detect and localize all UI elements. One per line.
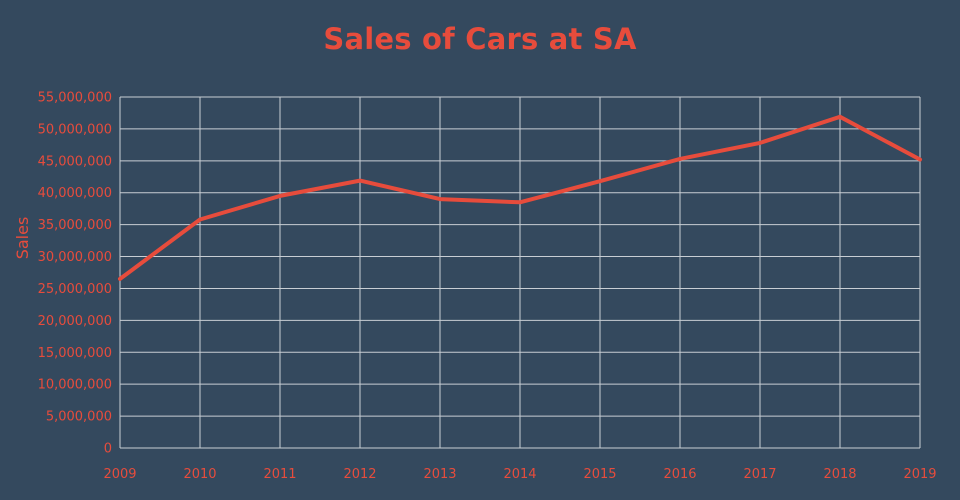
x-tick-label: 2018 — [823, 467, 856, 482]
x-tick-label: 2011 — [263, 467, 296, 482]
x-tick-label: 2009 — [103, 467, 136, 482]
y-axis-label: Sales — [13, 217, 32, 260]
y-axis-tick-labels: 0 5,000,000 10,000,000 15,000,000 20,000,000… — [38, 91, 112, 457]
y-tick-label: 10,000,000 — [38, 378, 112, 393]
y-tick-label: 35,000,000 — [38, 218, 112, 233]
grid-lines — [119, 96, 921, 449]
y-tick-label: 55,000,000 — [38, 91, 112, 106]
y-tick-label: 30,000,000 — [38, 250, 112, 265]
x-tick-label: 2013 — [423, 467, 456, 482]
x-tick-label: 2010 — [183, 467, 216, 482]
x-axis-tick-labels: 2009 2010 2011 2012 2013 2014 2015 2016 2017 2018… — [103, 467, 936, 482]
x-tick-label: 2015 — [583, 467, 616, 482]
y-tick-label: 20,000,000 — [38, 314, 112, 329]
chart-title: Sales of Cars at SA — [323, 22, 637, 56]
x-tick-label: 2014 — [503, 467, 536, 482]
y-tick-label: 25,000,000 — [38, 282, 112, 297]
x-tick-label: 2017 — [743, 467, 776, 482]
y-tick-label: 0 — [104, 442, 112, 457]
x-tick-label: 2019 — [903, 467, 936, 482]
y-tick-label: 15,000,000 — [38, 346, 112, 361]
series-lines — [118, 114, 922, 281]
x-tick-label: 2012 — [343, 467, 376, 482]
y-tick-label: 40,000,000 — [38, 186, 112, 201]
x-tick-label: 2016 — [663, 467, 696, 482]
y-tick-label: 50,000,000 — [38, 122, 112, 137]
y-tick-label: 45,000,000 — [38, 154, 112, 169]
y-tick-label: 5,000,000 — [46, 410, 112, 425]
